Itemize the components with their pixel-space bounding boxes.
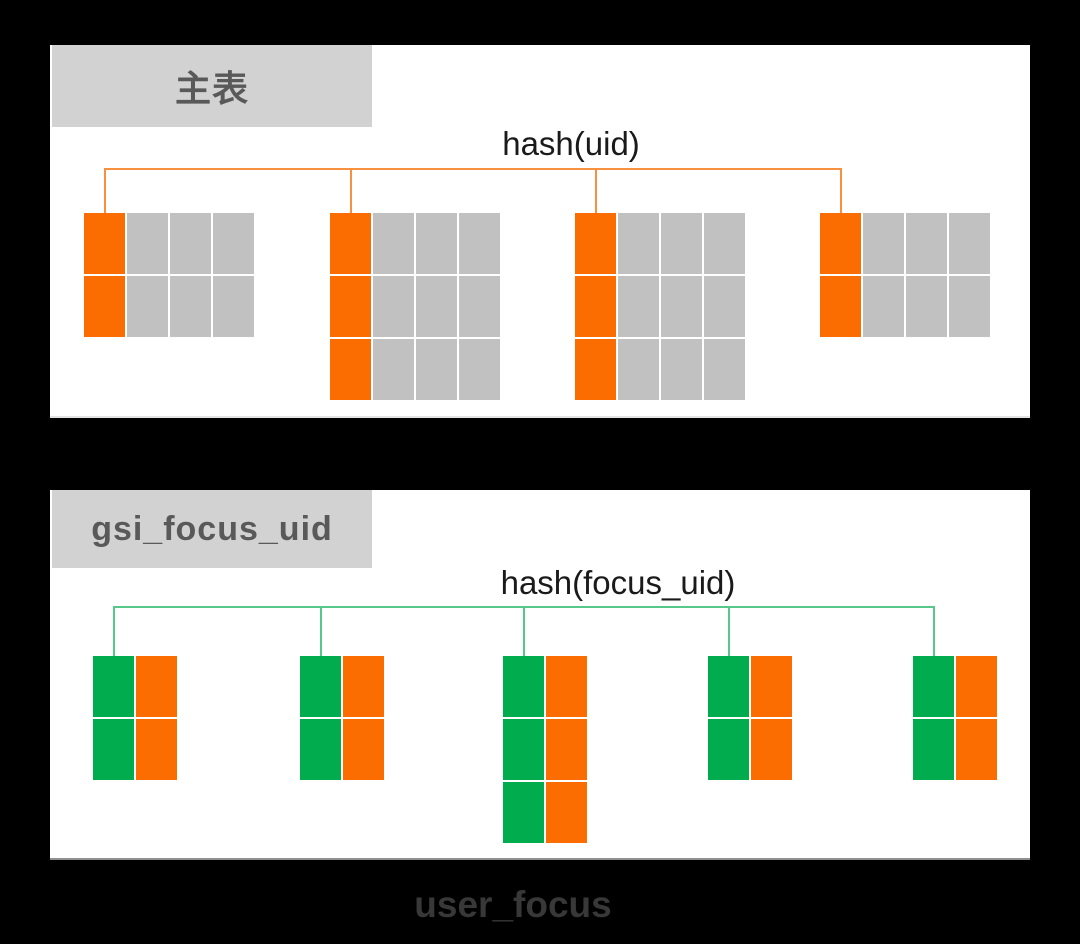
data-column-cell: [170, 213, 211, 274]
gsi-shard-4: [708, 656, 792, 780]
key-column-cell: [820, 213, 861, 274]
main-shard-4: [820, 213, 990, 337]
data-column-cell: [459, 276, 500, 337]
key-column-cell: [503, 656, 544, 717]
gsi-connector-drop-5: [932, 606, 935, 656]
key-column-cell: [503, 719, 544, 780]
main-connector-drop-1: [103, 168, 106, 213]
key-column-cell: [503, 782, 544, 843]
key-column-cell: [300, 719, 341, 780]
data-column-cell: [127, 213, 168, 274]
main-shard-3: [575, 213, 745, 400]
data-column-cell: [949, 213, 990, 274]
key-column-cell: [300, 656, 341, 717]
key-column-cell: [330, 213, 371, 274]
gsi-table-title: gsi_focus_uid: [91, 509, 333, 548]
data-column-cell: [618, 213, 659, 274]
data-column-cell: [343, 719, 384, 780]
main-shard-2: [330, 213, 500, 400]
data-column-cell: [618, 339, 659, 400]
data-column-cell: [373, 339, 414, 400]
data-column-cell: [956, 656, 997, 717]
gsi-shard-2: [300, 656, 384, 780]
data-column-cell: [906, 276, 947, 337]
main-connector-drop-2: [349, 168, 352, 213]
data-column-cell: [661, 213, 702, 274]
data-column-cell: [213, 276, 254, 337]
gsi-shard-3: [503, 656, 587, 843]
data-column-cell: [136, 719, 177, 780]
data-column-cell: [546, 719, 587, 780]
data-column-cell: [863, 213, 904, 274]
key-column-cell: [708, 656, 749, 717]
key-column-cell: [913, 719, 954, 780]
data-column-cell: [213, 213, 254, 274]
gsi-connector-drop-1: [112, 606, 115, 656]
main-table-title: 主表: [174, 68, 249, 109]
data-column-cell: [949, 276, 990, 337]
main-shard-1: [84, 213, 254, 337]
gsi-table-panel: gsi_focus_uid hash(focus_uid): [50, 490, 1030, 860]
data-column-cell: [170, 276, 211, 337]
data-column-cell: [416, 213, 457, 274]
data-column-cell: [704, 276, 745, 337]
data-column-cell: [661, 339, 702, 400]
data-column-cell: [373, 213, 414, 274]
data-column-cell: [373, 276, 414, 337]
main-table-hash-label: hash(uid): [502, 125, 640, 162]
key-column-cell: [84, 213, 125, 274]
main-connector-drop-3: [594, 168, 597, 213]
gsi-connector-drop-4: [727, 606, 730, 656]
key-column-cell: [575, 339, 616, 400]
data-column-cell: [416, 339, 457, 400]
gsi-table-hash-label: hash(focus_uid): [500, 564, 736, 601]
data-column-cell: [459, 339, 500, 400]
key-column-cell: [575, 276, 616, 337]
gsi-shard-1: [93, 656, 177, 780]
main-table-panel: 主表 hash(uid): [50, 45, 1030, 418]
key-column-cell: [820, 276, 861, 337]
key-column-cell: [330, 339, 371, 400]
gsi-table-title-box: gsi_focus_uid: [52, 490, 372, 568]
key-column-cell: [913, 656, 954, 717]
data-column-cell: [127, 276, 168, 337]
main-connector-drop-4: [839, 168, 842, 213]
data-column-cell: [863, 276, 904, 337]
key-column-cell: [708, 719, 749, 780]
key-column-cell: [93, 719, 134, 780]
gsi-shard-5: [913, 656, 997, 780]
key-column-cell: [84, 276, 125, 337]
data-column-cell: [751, 656, 792, 717]
gsi-connector-drop-2: [319, 606, 322, 656]
key-column-cell: [575, 213, 616, 274]
data-column-cell: [956, 719, 997, 780]
data-column-cell: [459, 213, 500, 274]
main-connector-horizontal-line: [104, 168, 841, 170]
key-column-cell: [93, 656, 134, 717]
data-column-cell: [546, 782, 587, 843]
main-table-title-box: 主表: [52, 45, 372, 127]
data-column-cell: [618, 276, 659, 337]
gsi-connector-drop-3: [522, 606, 525, 656]
data-column-cell: [704, 213, 745, 274]
table-name-caption: user_focus: [414, 884, 612, 925]
data-column-cell: [704, 339, 745, 400]
data-column-cell: [751, 719, 792, 780]
data-column-cell: [136, 656, 177, 717]
key-column-cell: [330, 276, 371, 337]
data-column-cell: [661, 276, 702, 337]
data-column-cell: [546, 656, 587, 717]
data-column-cell: [906, 213, 947, 274]
data-column-cell: [343, 656, 384, 717]
data-column-cell: [416, 276, 457, 337]
